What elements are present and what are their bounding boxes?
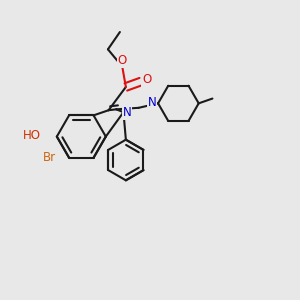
Text: O: O [142, 73, 152, 86]
Text: Br: Br [43, 151, 56, 164]
Text: O: O [118, 54, 127, 67]
Text: N: N [148, 96, 157, 109]
Text: HO: HO [23, 129, 41, 142]
Text: N: N [123, 106, 131, 119]
